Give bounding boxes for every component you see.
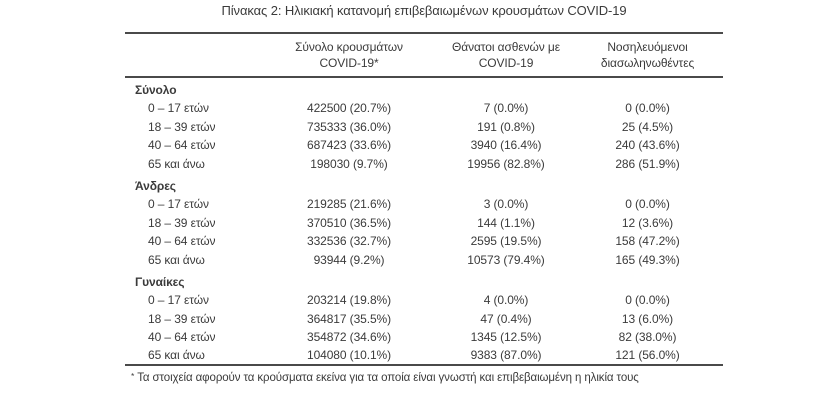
intubated-cell: 240 (43.6%) — [615, 138, 680, 153]
table-body: Σύνολο 0 – 17 ετών 422500 (20.7%) 7 (0.0%) 0… — [125, 77, 723, 365]
table-row: 65 και άνω 198030 (9.7%) 19956 (82.8%) 286 … — [125, 155, 723, 174]
deaths-cell: 3940 (16.4%) — [470, 138, 542, 153]
table-section: Πίνακας 2: Ηλικιακή κατανομή επιβεβαιωμέ… — [125, 3, 723, 385]
total-cases-cell: 687423 (33.6%) — [307, 138, 391, 153]
column-header: Θάνατοι ασθενών με COVID-19 — [440, 33, 572, 77]
intubated-cell: 0 (0.0%) — [625, 197, 670, 212]
intubated-cell: 0 (0.0%) — [625, 293, 670, 308]
footnote: * Τα στοιχεία αφορούν τα κρούσματα εκείνα… — [125, 371, 723, 385]
table-row: 40 – 64 ετών 687423 (33.6%) 3940 (16.4%) 24… — [125, 136, 723, 155]
table-row: 18 – 39 ετών 364817 (35.5%) 47 (0.4%) 13 (6… — [125, 310, 723, 329]
age-group-label: 65 και άνω — [148, 156, 205, 171]
age-group-label: 65 και άνω — [148, 252, 205, 267]
column-header-line: Θάνατοι ασθενών με — [452, 40, 560, 54]
deaths-cell: 10573 (79.4%) — [467, 252, 545, 267]
age-group-label: 65 και άνω — [148, 348, 205, 363]
deaths-cell: 3 (0.0%) — [483, 197, 529, 212]
total-cases-cell: 203214 (19.8%) — [307, 293, 391, 308]
section-row: Γυναίκες — [125, 269, 723, 291]
column-header-line: COVID-19 — [478, 56, 534, 70]
table-row: 18 – 39 ετών 370510 (36.5%) 144 (1.1%) 12 (… — [125, 214, 723, 233]
column-header-line: Νοσηλευόμενοι — [607, 40, 688, 54]
total-cases-cell: 219285 (21.6%) — [307, 197, 391, 212]
intubated-cell: 13 (6.0%) — [621, 311, 674, 326]
deaths-cell: 9383 (87.0%) — [470, 348, 542, 363]
intubated-cell: 165 (49.3%) — [615, 252, 680, 267]
table-row: 65 και άνω 104080 (10.1%) 9383 (87.0%) 121 … — [125, 347, 723, 366]
deaths-cell: 191 (0.8%) — [477, 119, 535, 134]
deaths-cell: 1345 (12.5%) — [470, 330, 542, 345]
table-row: 18 – 39 ετών 735333 (36.0%) 191 (0.8%) 25 (… — [125, 118, 723, 137]
intubated-cell: 158 (47.2%) — [615, 234, 680, 249]
column-header-empty — [125, 33, 258, 77]
table-header: Σύνολο κρουσμάτων COVID-19* Θάνατοι ασθενώ… — [125, 33, 723, 77]
table-row: 40 – 64 ετών 354872 (34.6%) 1345 (12.5%) 82… — [125, 328, 723, 347]
total-cases-cell: 735333 (36.0%) — [307, 119, 391, 134]
total-cases-cell: 104080 (10.1%) — [307, 348, 391, 363]
header-row: Σύνολο κρουσμάτων COVID-19* Θάνατοι ασθενώ… — [125, 33, 723, 77]
age-group-label: 0 – 17 ετών — [148, 197, 209, 212]
intubated-cell: 286 (51.9%) — [615, 156, 680, 171]
total-cases-cell: 332536 (32.7%) — [307, 234, 391, 249]
covid-age-distribution-table: Σύνολο κρουσμάτων COVID-19* Θάνατοι ασθενώ… — [125, 32, 723, 366]
section-row: Σύνολο — [125, 77, 723, 99]
total-cases-cell: 198030 (9.7%) — [310, 156, 388, 171]
deaths-cell: 19956 (82.8%) — [467, 156, 545, 171]
deaths-cell: 144 (1.1%) — [477, 215, 535, 230]
column-header: Σύνολο κρουσμάτων COVID-19* — [258, 33, 440, 77]
intubated-cell: 0 (0.0%) — [625, 101, 670, 116]
column-header: Νοσηλευόμενοι διασωληνωθέντες — [572, 33, 723, 77]
intubated-cell: 25 (4.5%) — [621, 119, 674, 134]
age-group-label: 40 – 64 ετών — [148, 234, 216, 249]
deaths-cell: 4 (0.0%) — [483, 293, 529, 308]
intubated-cell: 82 (38.0%) — [618, 330, 677, 345]
total-cases-cell: 422500 (20.7%) — [307, 101, 391, 116]
footnote-asterisk: * — [131, 371, 135, 381]
age-group-label: 18 – 39 ετών — [148, 119, 216, 134]
deaths-cell: 47 (0.4%) — [480, 311, 532, 326]
table-row: 0 – 17 ετών 203214 (19.8%) 4 (0.0%) 0 (0.0%… — [125, 291, 723, 310]
column-header-line: Σύνολο κρουσμάτων — [295, 40, 403, 54]
column-header-line: COVID-19* — [319, 56, 379, 70]
table-row: 0 – 17 ετών 422500 (20.7%) 7 (0.0%) 0 (0.0%… — [125, 99, 723, 118]
table-title: Πίνακας 2: Ηλικιακή κατανομή επιβεβαιωμέ… — [221, 3, 627, 18]
age-group-label: 18 – 39 ετών — [148, 215, 216, 230]
footnote-text: Τα στοιχεία αφορούν τα κρούσματα εκείνα … — [137, 372, 639, 384]
section-label: Άνδρες — [135, 178, 176, 193]
deaths-cell: 2595 (19.5%) — [470, 234, 542, 249]
total-cases-cell: 354872 (34.6%) — [307, 330, 391, 345]
intubated-cell: 12 (3.6%) — [621, 215, 674, 230]
age-group-label: 40 – 64 ετών — [148, 330, 216, 345]
table-row: 65 και άνω 93944 (9.2%) 10573 (79.4%) 165 (… — [125, 251, 723, 270]
total-cases-cell: 93944 (9.2%) — [313, 252, 385, 267]
section-label: Σύνολο — [135, 83, 177, 97]
age-group-label: 0 – 17 ετών — [148, 101, 209, 116]
total-cases-cell: 370510 (36.5%) — [307, 215, 391, 230]
total-cases-cell: 364817 (35.5%) — [307, 311, 391, 326]
deaths-cell: 7 (0.0%) — [483, 101, 529, 116]
table-row: 0 – 17 ετών 219285 (21.6%) 3 (0.0%) 0 (0.0%… — [125, 195, 723, 214]
age-group-label: 0 – 17 ετών — [148, 293, 209, 308]
age-group-label: 40 – 64 ετών — [148, 138, 216, 153]
section-row: Άνδρες — [125, 173, 723, 195]
intubated-cell: 121 (56.0%) — [615, 348, 680, 363]
table-row: 40 – 64 ετών 332536 (32.7%) 2595 (19.5%) 15… — [125, 232, 723, 251]
section-label: Γυναίκες — [135, 274, 185, 289]
age-group-label: 18 – 39 ετών — [148, 311, 216, 326]
column-header-line: διασωληνωθέντες — [600, 56, 695, 70]
